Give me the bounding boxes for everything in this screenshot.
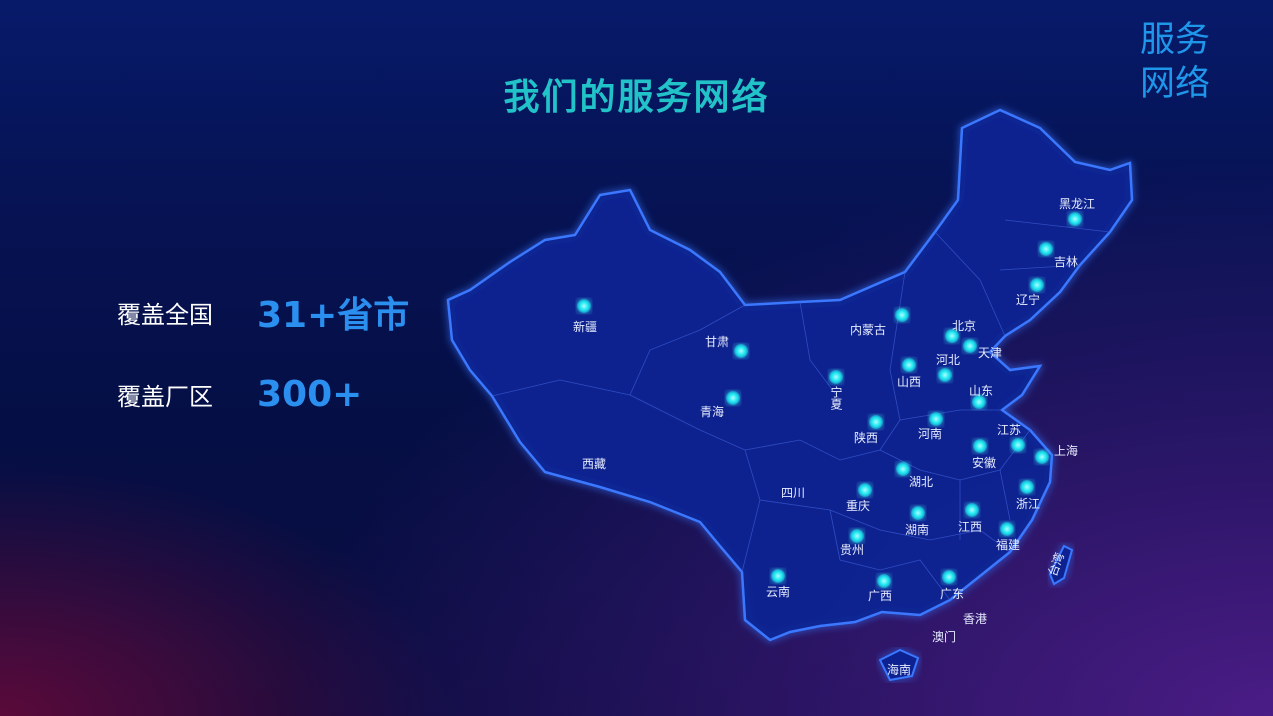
stat-value: 300+: [257, 374, 363, 415]
region-label: 陕西: [854, 430, 878, 445]
service-point-黑龙江[interactable]: [1068, 212, 1082, 226]
region-label: 北京: [952, 319, 976, 333]
region-label: 四川: [781, 486, 805, 500]
service-point-辽宁[interactable]: [1030, 278, 1044, 292]
service-point-福建[interactable]: [1000, 522, 1014, 536]
service-point-江西[interactable]: [965, 503, 979, 517]
region-label: 福建: [996, 537, 1020, 552]
region-label: 江西: [958, 520, 982, 534]
region-label: 重庆: [846, 499, 870, 513]
stat-label: 覆盖厂区: [117, 383, 213, 411]
service-point-新疆[interactable]: [577, 299, 591, 313]
service-point-吉林[interactable]: [1039, 242, 1053, 256]
region-label: 安徽: [972, 455, 996, 470]
region-label: 湖南: [905, 522, 929, 537]
page-title: 我们的服务网络: [503, 77, 770, 118]
service-point-湖北[interactable]: [896, 462, 910, 476]
region-label: 湖北: [909, 474, 933, 489]
service-point-陕西[interactable]: [869, 415, 883, 429]
service-point-贵州[interactable]: [850, 529, 864, 543]
region-label: 吉林: [1054, 255, 1078, 269]
region-label: 新疆: [573, 319, 597, 334]
service-point-甘肃[interactable]: [734, 344, 748, 358]
corner-title: 服务 网络: [1140, 18, 1215, 106]
hainan-outline: [878, 648, 920, 682]
stat-value: 31+省市: [257, 295, 410, 336]
stat-provinces: 覆盖全国 31+省市: [117, 286, 409, 338]
region-label: 海南: [887, 662, 911, 677]
service-point-湖南[interactable]: [911, 506, 925, 520]
service-point-河北[interactable]: [938, 368, 952, 382]
region-label: 江苏: [997, 423, 1021, 437]
region-label: 广东: [940, 587, 964, 601]
service-point-天津[interactable]: [963, 339, 977, 353]
region-label: 山西: [897, 375, 921, 389]
service-point-江苏[interactable]: [1011, 438, 1025, 452]
region-label: 宁夏: [829, 385, 843, 410]
taiwan-outline: [1048, 544, 1074, 586]
service-point-上海[interactable]: [1035, 450, 1049, 464]
stat-label: 覆盖全国: [117, 300, 213, 329]
china-outline: [446, 108, 1134, 642]
service-point-浙江[interactable]: [1020, 480, 1034, 494]
service-point-青海[interactable]: [726, 391, 740, 405]
service-point-宁夏[interactable]: [829, 370, 843, 384]
region-label: 天津: [978, 346, 1002, 360]
region-label: 山东: [969, 384, 993, 398]
region-label: 香港: [963, 612, 987, 626]
service-point-山西[interactable]: [902, 358, 916, 372]
region-label: 甘肃: [705, 335, 729, 349]
region-label: 内蒙古: [850, 322, 886, 337]
service-point-广东[interactable]: [942, 570, 956, 584]
region-label: 辽宁: [1016, 292, 1040, 307]
region-label: 浙江: [1016, 497, 1040, 511]
service-point-安徽[interactable]: [973, 439, 987, 453]
service-point-山东[interactable]: [972, 395, 986, 409]
service-point-云南[interactable]: [771, 569, 785, 583]
region-label: 上海: [1054, 443, 1078, 458]
stat-factories: 覆盖厂区 300+: [117, 374, 362, 415]
service-point-重庆[interactable]: [858, 483, 872, 497]
region-label: 河南: [918, 426, 942, 441]
service-point-广西[interactable]: [877, 574, 891, 588]
region-label: 云南: [766, 584, 790, 599]
service-point-河南[interactable]: [929, 412, 943, 426]
corner-title-line: 服务: [1140, 20, 1211, 60]
service-point-内蒙古[interactable]: [895, 308, 909, 322]
region-label: 贵州: [840, 543, 864, 557]
province-borders: [491, 219, 1111, 601]
region-label: 西藏: [582, 457, 606, 471]
region-label: 河北: [936, 353, 960, 367]
corner-title-line: 网络: [1140, 64, 1211, 104]
region-label: 广西: [868, 589, 892, 603]
service-point-北京[interactable]: [945, 329, 959, 343]
region-label: 黑龙江: [1059, 197, 1095, 211]
region-label: 澳门: [932, 629, 956, 644]
region-label: 青海: [700, 404, 724, 419]
